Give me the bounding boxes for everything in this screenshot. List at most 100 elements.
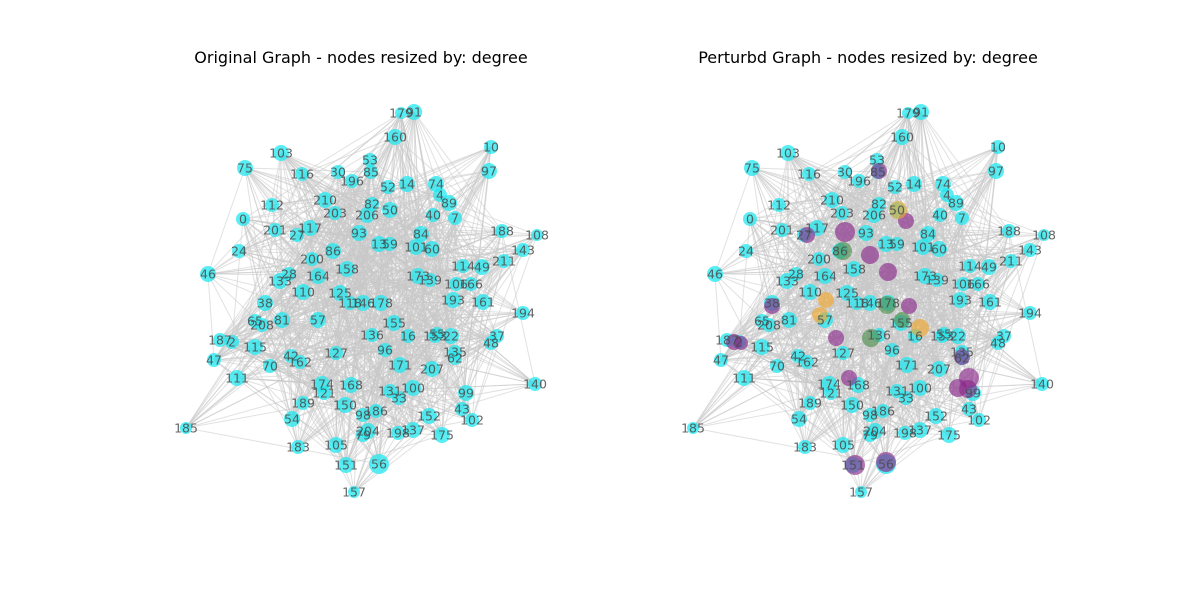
graph-node-188[interactable]	[1002, 224, 1016, 238]
graph-node-96[interactable]	[378, 343, 392, 357]
graph-node-43[interactable]	[962, 402, 976, 416]
graph-node-146[interactable]	[862, 295, 878, 311]
graph-node-112[interactable]	[265, 198, 279, 212]
graph-node-52[interactable]	[381, 180, 395, 194]
graph-node-49[interactable]	[981, 259, 997, 275]
graph-node-175[interactable]	[941, 427, 957, 443]
graph-node-86[interactable]	[325, 243, 341, 259]
graph-node-201[interactable]	[268, 223, 282, 237]
graph-node-186[interactable]	[876, 404, 890, 418]
graph-node-153[interactable]	[428, 329, 442, 343]
graph-node-133[interactable]	[779, 273, 795, 289]
highlight-node-orange[interactable]	[911, 319, 929, 337]
graph-node-89[interactable]	[948, 195, 964, 211]
graph-node-211[interactable]	[497, 254, 511, 268]
graph-node-7[interactable]	[955, 211, 969, 225]
graph-node-70[interactable]	[770, 359, 784, 373]
graph-node-203[interactable]	[328, 206, 342, 220]
highlight-node-purple[interactable]	[764, 298, 780, 314]
graph-node-117[interactable]	[302, 220, 318, 236]
graph-node-111[interactable]	[229, 370, 245, 386]
graph-node-33[interactable]	[392, 391, 406, 405]
graph-node-60[interactable]	[931, 241, 947, 257]
highlight-node-purple[interactable]	[871, 163, 887, 179]
graph-node-59[interactable]	[383, 237, 397, 251]
graph-node-198[interactable]	[898, 426, 912, 440]
graph-node-103[interactable]	[273, 145, 289, 161]
graph-node-171[interactable]	[899, 357, 915, 373]
graph-node-53[interactable]	[363, 153, 377, 167]
graph-node-137[interactable]	[405, 422, 421, 438]
highlight-node-green[interactable]	[834, 242, 852, 260]
graph-node-174[interactable]	[314, 376, 330, 392]
graph-node-93[interactable]	[858, 225, 874, 241]
graph-node-189[interactable]	[803, 396, 817, 410]
highlight-node-purple[interactable]	[861, 246, 879, 264]
graph-node-114[interactable]	[963, 259, 977, 273]
graph-node-125[interactable]	[332, 285, 348, 301]
graph-node-116[interactable]	[295, 167, 309, 181]
graph-node-196[interactable]	[345, 174, 359, 188]
graph-node-62[interactable]	[448, 351, 462, 365]
graph-node-157[interactable]	[348, 486, 360, 498]
graph-node-102[interactable]	[465, 413, 479, 427]
graph-node-140[interactable]	[528, 377, 542, 391]
graph-node-114[interactable]	[456, 259, 470, 273]
graph-node-188[interactable]	[495, 224, 509, 238]
graph-node-43[interactable]	[455, 402, 469, 416]
graph-node-101[interactable]	[408, 239, 424, 255]
graph-node-200[interactable]	[812, 252, 826, 266]
graph-node-13[interactable]	[371, 236, 387, 252]
graph-node-106[interactable]	[956, 277, 970, 291]
graph-node-157[interactable]	[855, 486, 867, 498]
graph-node-160[interactable]	[387, 129, 403, 145]
highlight-node-orange[interactable]	[889, 201, 907, 219]
graph-node-201[interactable]	[775, 223, 789, 237]
graph-node-200[interactable]	[305, 252, 319, 266]
graph-node-210[interactable]	[317, 192, 333, 208]
graph-node-143[interactable]	[516, 243, 530, 257]
graph-node-105[interactable]	[328, 437, 344, 453]
graph-node-203[interactable]	[835, 206, 849, 220]
graph-node-105[interactable]	[835, 437, 851, 453]
graph-node-30[interactable]	[331, 165, 345, 179]
graph-node-179[interactable]	[902, 107, 914, 119]
graph-node-47[interactable]	[207, 353, 221, 367]
highlight-node-purple[interactable]	[879, 263, 897, 281]
graph-node-100[interactable]	[405, 380, 421, 396]
graph-node-178[interactable]	[373, 295, 389, 311]
graph-node-161[interactable]	[982, 294, 998, 310]
graph-node-194[interactable]	[1023, 306, 1037, 320]
graph-node-91[interactable]	[913, 104, 929, 120]
graph-node-111[interactable]	[736, 370, 752, 386]
graph-node-0[interactable]	[236, 212, 250, 226]
highlight-node-orange[interactable]	[812, 307, 828, 323]
graph-node-101[interactable]	[915, 239, 931, 255]
graph-node-152[interactable]	[421, 408, 437, 424]
highlight-node-purple[interactable]	[734, 336, 748, 350]
graph-node-137[interactable]	[912, 422, 928, 438]
graph-node-100[interactable]	[912, 380, 928, 396]
graph-node-81[interactable]	[274, 312, 290, 328]
graph-node-207[interactable]	[931, 361, 947, 377]
graph-node-79[interactable]	[356, 428, 370, 442]
graph-node-98[interactable]	[356, 408, 370, 422]
graph-node-89[interactable]	[441, 195, 457, 211]
graph-node-127[interactable]	[329, 346, 343, 360]
graph-node-166[interactable]	[971, 277, 985, 291]
graph-node-155[interactable]	[386, 315, 402, 331]
graph-node-79[interactable]	[863, 428, 877, 442]
graph-node-208[interactable]	[762, 318, 776, 332]
graph-node-175[interactable]	[434, 427, 450, 443]
graph-node-118[interactable]	[850, 296, 864, 310]
graph-node-106[interactable]	[449, 277, 463, 291]
graph-node-93[interactable]	[351, 225, 367, 241]
graph-node-52[interactable]	[888, 180, 902, 194]
graph-node-168[interactable]	[343, 377, 359, 393]
graph-node-38[interactable]	[257, 295, 273, 311]
graph-node-59[interactable]	[890, 237, 904, 251]
graph-node-164[interactable]	[817, 268, 833, 284]
graph-node-103[interactable]	[780, 145, 796, 161]
graph-node-185[interactable]	[180, 422, 192, 434]
graph-node-108[interactable]	[1038, 229, 1050, 241]
